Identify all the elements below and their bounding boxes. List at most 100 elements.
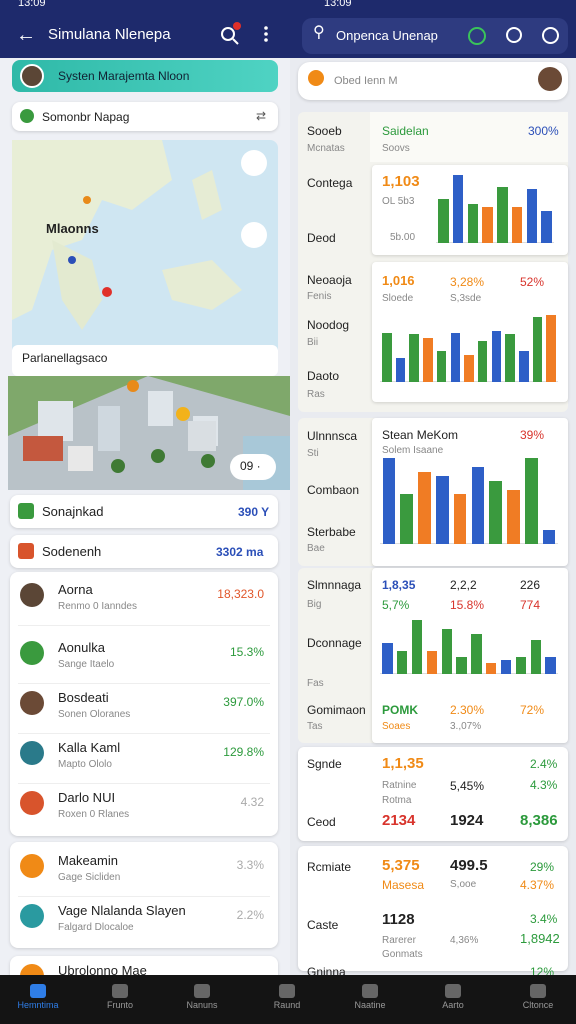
metric: 5,7% <box>382 598 410 612</box>
item-title[interactable]: Kalla Kaml <box>58 740 121 755</box>
chart-baseline <box>380 543 558 544</box>
item-subtitle: Mapto Ololo <box>58 759 112 770</box>
item-title[interactable]: Makeamin <box>58 853 118 868</box>
search-button[interactable] <box>506 27 522 43</box>
divider <box>18 896 270 897</box>
bar <box>382 332 392 382</box>
metric: POMK <box>382 703 418 717</box>
nav-label[interactable]: Hemntima <box>17 1000 59 1010</box>
bar <box>397 651 408 674</box>
settings-button[interactable] <box>542 27 559 44</box>
metric: Gonmats <box>382 949 423 960</box>
item-subtitle: Roxen 0 Rlanes <box>58 809 130 820</box>
banner[interactable] <box>12 60 278 92</box>
bottom-nav <box>0 975 576 1024</box>
summary-label: Sonajnkad <box>42 504 104 519</box>
item-subtitle: Gage Sicliden <box>58 872 121 883</box>
chart-title: Stean MeKom <box>382 428 459 442</box>
item-icon <box>20 854 44 878</box>
metric: 29% <box>530 860 555 874</box>
head-sub: Soovs <box>382 143 410 154</box>
item-title[interactable]: Ubrolonno Mae <box>58 963 147 978</box>
metric: Rotma <box>382 795 412 806</box>
header-icons[interactable] <box>218 22 278 48</box>
bar <box>450 332 461 382</box>
bar-chart <box>436 175 554 243</box>
item-title[interactable]: Aorna <box>58 582 93 597</box>
nav-label[interactable]: Frunto <box>106 1000 133 1010</box>
bar <box>409 334 420 382</box>
metric: 2,2,2 <box>450 578 477 592</box>
map[interactable] <box>12 140 278 376</box>
bar <box>471 634 482 674</box>
bar <box>546 315 556 382</box>
bar <box>526 189 538 243</box>
row-label: Caste <box>307 918 339 932</box>
summary-value: 3302 ma <box>216 545 264 559</box>
metric: 15.8% <box>450 598 485 612</box>
nav-label[interactable]: Cltonce <box>522 1000 554 1010</box>
item-subtitle: Falgard Dlocaloe <box>58 922 134 933</box>
item-subtitle: Sonen Oloranes <box>58 709 131 720</box>
city-view[interactable] <box>8 376 290 490</box>
nav-label[interactable]: Raund <box>273 1000 301 1010</box>
bar <box>395 358 406 382</box>
item-title[interactable]: Darlo NUI <box>58 790 116 805</box>
divider <box>18 683 270 684</box>
summary-row[interactable] <box>10 495 278 528</box>
row-label: Bii <box>307 337 319 348</box>
metric: 5,375 <box>382 857 420 874</box>
metric: 8,386 <box>520 812 558 829</box>
metric: 5b.00 <box>390 232 416 243</box>
nav-label[interactable]: Naatine <box>354 1000 386 1010</box>
nav-label[interactable]: Nanuns <box>186 1000 218 1010</box>
metric: 4,36% <box>450 935 479 946</box>
nav-label[interactable]: Aarto <box>442 1000 464 1010</box>
bar <box>423 337 433 382</box>
item-title[interactable]: Aonulka <box>58 640 105 655</box>
nav-icon <box>112 984 128 998</box>
bar-chart <box>380 458 558 544</box>
bar <box>453 494 467 544</box>
bar <box>542 530 556 544</box>
profile-card[interactable] <box>298 62 568 100</box>
metric: S,ooe <box>450 879 477 890</box>
metric: 2.4% <box>530 757 558 771</box>
banner-text: Systen Marajemta Nloon <box>58 69 190 83</box>
row-label: Ceod <box>307 815 336 829</box>
list-card <box>10 572 278 836</box>
bar <box>436 476 449 544</box>
search-bar[interactable] <box>302 18 568 54</box>
summary-row[interactable] <box>10 535 278 568</box>
search-icon <box>20 109 34 123</box>
metric: 774 <box>520 598 541 612</box>
status-icon[interactable] <box>468 27 486 45</box>
filter-icon[interactable]: ⇄ <box>256 109 267 123</box>
bar <box>382 642 393 674</box>
item-title[interactable]: Bosdeati <box>58 690 109 705</box>
row-label: Sgnde <box>307 757 342 771</box>
metric: 1,8942 <box>520 931 560 946</box>
row-label: Sti <box>307 448 319 459</box>
map-place: Mlaonns <box>46 221 99 236</box>
bar <box>505 334 515 382</box>
back-button[interactable]: ← <box>16 24 36 46</box>
row-label: Noodog <box>307 318 350 332</box>
item-icon <box>20 791 44 815</box>
item-title[interactable]: Vage Nlalanda Slayen <box>58 903 186 918</box>
search-icon: ⚲ <box>313 24 325 41</box>
divider <box>18 733 270 734</box>
bar <box>489 480 502 544</box>
metric: Sloede <box>382 293 414 304</box>
row-label: Bae <box>307 543 325 554</box>
search-row[interactable] <box>12 102 278 131</box>
row-label: Slmnnaga <box>307 578 362 592</box>
summary-label: Sodenenh <box>42 544 102 559</box>
row-label: Dconnage <box>307 636 362 650</box>
chart-baseline <box>380 673 558 674</box>
row-label: Contega <box>307 176 353 190</box>
item-value: 4.32 <box>240 795 264 809</box>
row-label: Sterbabe <box>307 525 356 539</box>
city-badge[interactable]: 09 · <box>240 459 261 473</box>
